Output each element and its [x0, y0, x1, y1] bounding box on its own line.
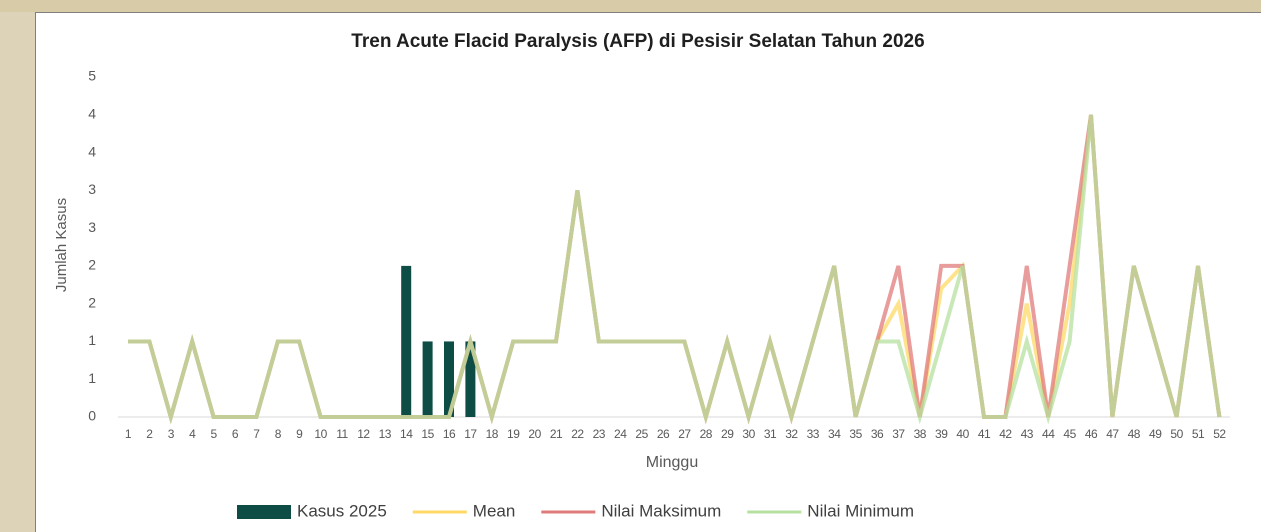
legend-label: Kasus 2025 [297, 501, 387, 520]
x-tick-label: 28 [700, 427, 713, 441]
bar [422, 341, 433, 417]
x-tick-label: 33 [807, 427, 820, 441]
y-tick-label: 4 [88, 105, 96, 121]
x-tick-label: 5 [211, 427, 218, 441]
x-tick-label: 47 [1106, 427, 1119, 441]
x-tick-label: 11 [336, 427, 348, 441]
top-strip [0, 0, 1261, 12]
x-tick-label: 15 [421, 427, 434, 441]
x-tick-label: 16 [443, 427, 456, 441]
x-tick-label: 25 [635, 427, 648, 441]
x-tick-label: 22 [571, 427, 584, 441]
x-tick-label: 43 [1021, 427, 1034, 441]
x-tick-label: 29 [721, 427, 734, 441]
x-tick-label: 20 [528, 427, 541, 441]
x-tick-label: 9 [296, 427, 303, 441]
legend-swatch [237, 505, 291, 519]
y-tick-label: 2 [88, 257, 96, 273]
x-tick-label: 23 [593, 427, 606, 441]
y-axis-title: Jumlah Kasus [53, 198, 70, 292]
legend-label: Nilai Maksimum [601, 501, 721, 520]
x-tick-label: 7 [253, 427, 260, 441]
x-tick-label: 19 [507, 427, 520, 441]
line-series [128, 114, 1222, 425]
x-tick-label: 17 [464, 427, 477, 441]
x-tick-label: 12 [357, 427, 370, 441]
legend-label: Nilai Minimum [807, 501, 914, 520]
x-tick-label: 45 [1063, 427, 1076, 441]
y-tick-label: 1 [88, 332, 96, 348]
legend-label: Mean [473, 501, 516, 520]
y-tick-label: 4 [88, 143, 96, 159]
x-tick-label: 35 [849, 427, 862, 441]
x-tick-label: 37 [892, 427, 905, 441]
bar [401, 265, 412, 417]
x-tick-label: 18 [486, 427, 499, 441]
x-tick-label: 26 [657, 427, 670, 441]
x-tick-label: 36 [871, 427, 884, 441]
y-tick-label: 5 [88, 68, 96, 84]
x-tick-label: 21 [550, 427, 563, 441]
y-tick-label: 3 [88, 181, 96, 197]
y-tick-label: 0 [88, 408, 96, 424]
x-tick-label: 40 [956, 427, 969, 441]
chart-area [35, 12, 1261, 532]
x-tick-label: 2 [146, 427, 153, 441]
x-tick-label: 51 [1192, 427, 1205, 441]
x-axis-title: Minggu [646, 454, 698, 471]
x-tick-label: 32 [785, 427, 798, 441]
x-tick-label: 46 [1085, 427, 1098, 441]
x-tick-label: 30 [742, 427, 755, 441]
x-tick-label: 10 [314, 427, 327, 441]
x-tick-label: 50 [1170, 427, 1183, 441]
bar [465, 341, 476, 417]
x-tick-label: 41 [978, 427, 991, 441]
x-tick-label: 38 [914, 427, 927, 441]
x-tick-label: 4 [189, 427, 196, 441]
y-tick-label: 2 [88, 294, 96, 310]
x-tick-label: 3 [168, 427, 175, 441]
bar [444, 341, 454, 417]
x-tick-label: 52 [1213, 427, 1226, 441]
x-tick-label: 31 [764, 427, 777, 441]
x-tick-label: 1 [125, 427, 132, 441]
x-tick-label: 14 [400, 427, 413, 441]
x-tick-label: 42 [999, 427, 1012, 441]
y-tick-label: 3 [88, 219, 96, 235]
x-tick-label: 34 [828, 427, 841, 441]
x-tick-label: 8 [275, 427, 282, 441]
x-tick-label: 6 [232, 427, 239, 441]
x-tick-label: 44 [1042, 427, 1055, 441]
x-tick-label: 49 [1149, 427, 1162, 441]
x-tick-label: 39 [935, 427, 948, 441]
x-tick-label: 24 [614, 427, 627, 441]
x-tick-label: 27 [678, 427, 691, 441]
x-tick-label: 13 [379, 427, 392, 441]
x-tick-label: 48 [1128, 427, 1141, 441]
y-tick-label: 1 [88, 370, 96, 386]
chart-title: Tren Acute Flacid Paralysis (AFP) di Pes… [351, 31, 924, 52]
